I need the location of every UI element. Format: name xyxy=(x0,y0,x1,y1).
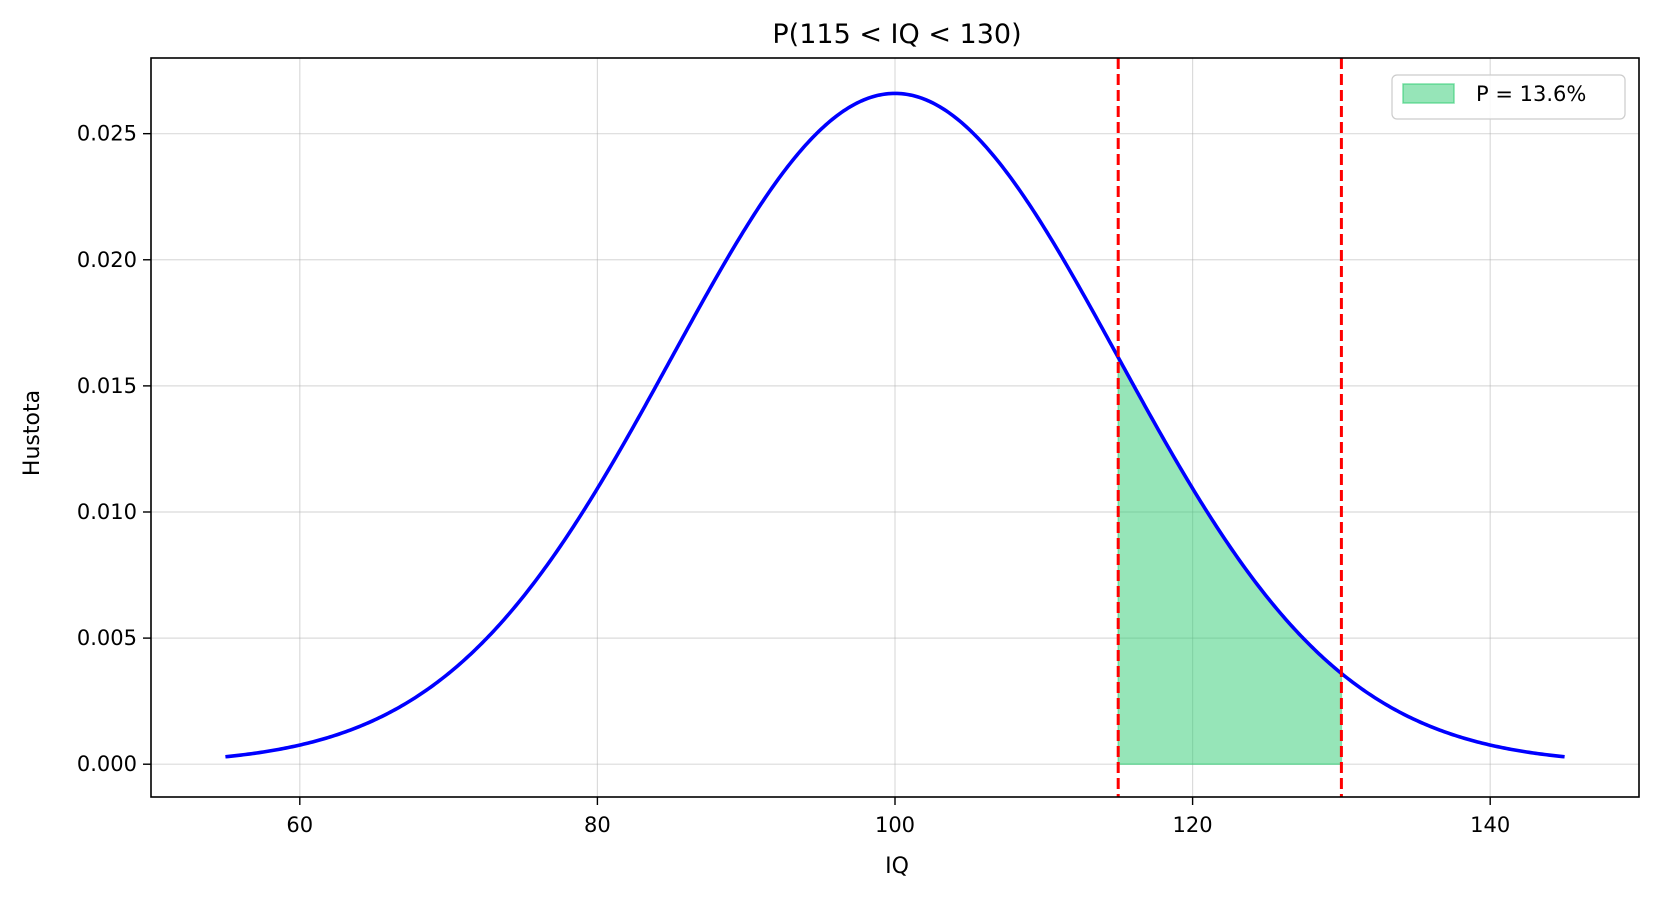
y-tick-label: 0.010 xyxy=(77,500,137,524)
x-tick-label: 80 xyxy=(584,813,611,837)
x-axis-ticks: 60 80 100 120 140 xyxy=(286,797,1510,837)
y-tick-label: 0.000 xyxy=(77,752,137,776)
y-axis-ticks: 0.000 0.005 0.010 0.015 0.020 0.025 xyxy=(77,122,151,776)
y-tick-label: 0.015 xyxy=(77,374,137,398)
x-tick-label: 140 xyxy=(1470,813,1510,837)
x-tick-label: 100 xyxy=(875,813,915,837)
y-tick-label: 0.025 xyxy=(77,122,137,146)
grid xyxy=(151,58,1639,797)
y-axis-label: Hustota xyxy=(20,390,45,476)
legend: P = 13.6% xyxy=(1391,74,1626,120)
boundary-lines xyxy=(1116,58,1343,797)
x-tick-label: 120 xyxy=(1173,813,1213,837)
y-tick-label: 0.020 xyxy=(77,248,137,272)
y-tick-label: 0.005 xyxy=(77,626,137,650)
x-tick-label: 60 xyxy=(286,813,313,837)
chart-title: P(115 < IQ < 130) xyxy=(772,19,1021,50)
legend-label: P = 13.6% xyxy=(1476,82,1586,106)
legend-swatch xyxy=(1402,83,1455,104)
x-axis-label: IQ xyxy=(885,854,909,879)
